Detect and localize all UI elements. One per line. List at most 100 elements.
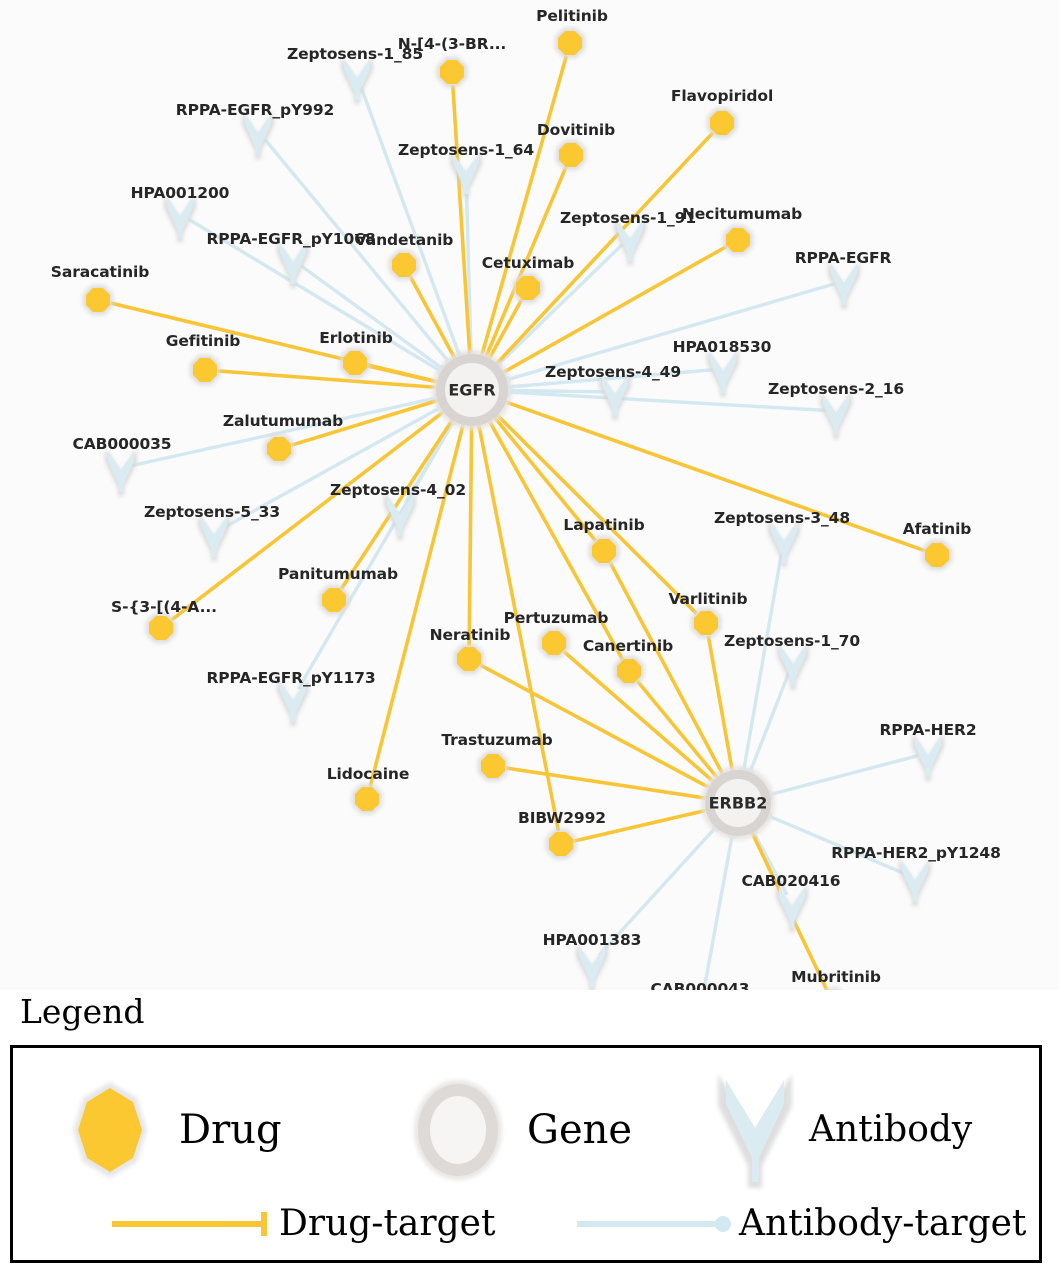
drug-target-edge [478, 55, 569, 360]
antibody-node[interactable] [245, 114, 271, 155]
antibody-node[interactable] [344, 59, 370, 100]
antibody-node[interactable] [780, 645, 806, 686]
antibody-node[interactable] [453, 153, 479, 194]
drug-node[interactable] [192, 357, 218, 383]
drug-target-edge [562, 650, 718, 786]
gene-node-core[interactable] [714, 779, 762, 827]
drug-node[interactable] [693, 610, 719, 636]
antibody-target-edge [502, 282, 835, 383]
antibody-node[interactable] [779, 887, 805, 928]
antibody-target-edge [741, 549, 784, 775]
antibody-target-edge [188, 218, 445, 375]
drug-target-edge [290, 397, 442, 447]
drug-target-edge [706, 635, 735, 775]
drug-target-edge [501, 399, 926, 553]
legend-item-drug: Drug [55, 1070, 282, 1190]
antibody-target-edge [750, 828, 789, 896]
antibody-node[interactable] [108, 451, 134, 492]
drug-target-edge [493, 411, 699, 616]
legend-panel: Legend Drug Gene [0, 990, 1059, 1280]
drug-node[interactable] [548, 831, 574, 857]
drug-node[interactable] [266, 436, 292, 462]
drug-target-edge [492, 131, 715, 368]
antibody-node[interactable] [831, 264, 857, 305]
antibody-nodes-layer[interactable] [105, 56, 944, 1000]
drug-node[interactable] [725, 227, 751, 253]
antibody-target-edge [504, 368, 713, 389]
legend-label-gene: Gene [527, 1107, 633, 1153]
drug-target-edge [217, 369, 441, 390]
drug-target-edge [339, 415, 456, 591]
antibody-node[interactable] [280, 243, 306, 284]
antibody-node[interactable] [823, 394, 849, 435]
drug-target-edge [451, 84, 472, 359]
legend-box: Drug Gene Antibody [10, 1045, 1042, 1263]
drug-edges-layer [110, 55, 926, 993]
antibody-target-edge [504, 388, 605, 394]
antibody-node[interactable] [579, 946, 605, 987]
antibody-target-edge [131, 395, 441, 468]
drug-node[interactable] [480, 753, 506, 779]
drug-target-edge [485, 298, 524, 363]
drug-node[interactable] [354, 786, 380, 812]
drug-node[interactable] [342, 350, 368, 376]
network-graph-canvas[interactable]: Zeptosens-1_85 RPPA-EGFR_pY992 Zeptosens-1… [0, 0, 1059, 1000]
drug-target-edge [368, 420, 466, 787]
drug-node[interactable] [924, 542, 950, 568]
drug-node[interactable] [591, 538, 617, 564]
legend-item-antibody: Antibody [708, 1066, 972, 1194]
drug-target-edge [635, 679, 721, 782]
legend-label-drug-target: Drug-target [279, 1203, 496, 1244]
antibody-target-edge [494, 243, 624, 369]
antibody-icon [718, 1074, 792, 1188]
gene-nodes-layer[interactable] [432, 350, 775, 840]
drug-target-edge [608, 561, 726, 779]
antibody-node[interactable] [915, 736, 941, 777]
antibody-target-edge [766, 754, 919, 797]
antibody-node[interactable] [280, 681, 306, 722]
antibody-node[interactable] [387, 495, 413, 536]
drug-node[interactable] [709, 110, 735, 136]
drug-node[interactable] [515, 275, 541, 301]
antibody-node[interactable] [167, 197, 193, 238]
drug-node[interactable] [456, 646, 482, 672]
antibody-target-edge [297, 417, 457, 690]
legend-item-gene: Gene [403, 1070, 632, 1190]
gene-node-core[interactable] [445, 363, 499, 417]
antibody-target-edge [222, 404, 444, 529]
antibody-node[interactable] [617, 220, 643, 261]
antibody-node[interactable] [710, 352, 736, 393]
antibody-node[interactable] [902, 861, 928, 902]
drug-target-edge [479, 663, 714, 791]
antibody-node[interactable] [771, 522, 797, 563]
antibody-target-edge [747, 671, 791, 776]
antibody-target-edge-icon [577, 1216, 731, 1232]
drug-node[interactable] [391, 252, 417, 278]
antibody-edges-layer [131, 85, 919, 1000]
drug-icon [73, 1082, 147, 1178]
drug-node[interactable] [557, 30, 583, 56]
legend-item-drug-target: Drug-target [108, 1206, 495, 1242]
antibody-target-edge [359, 85, 463, 360]
drug-node[interactable] [558, 142, 584, 168]
antibody-target-edge [301, 265, 447, 372]
drug-node[interactable] [439, 59, 465, 85]
drug-node[interactable] [85, 287, 111, 313]
drug-node[interactable] [541, 630, 567, 656]
drug-target-edge [467, 421, 474, 647]
drug-target-edge [367, 364, 442, 385]
antibody-target-edge [504, 390, 826, 413]
drug-node[interactable] [321, 587, 347, 613]
antibody-node[interactable] [201, 516, 227, 557]
antibody-target-edge [700, 831, 735, 1000]
drug-target-edge-icon [112, 1212, 267, 1236]
drug-node[interactable] [148, 615, 174, 641]
legend-label-drug: Drug [179, 1107, 282, 1153]
drug-node[interactable] [616, 658, 642, 684]
antibody-target-edge [598, 824, 719, 956]
antibody-node[interactable] [602, 375, 628, 416]
legend-label-antibody: Antibody [809, 1109, 973, 1150]
drug-nodes-layer[interactable] [82, 27, 953, 1000]
legend-title: Legend [20, 992, 145, 1031]
